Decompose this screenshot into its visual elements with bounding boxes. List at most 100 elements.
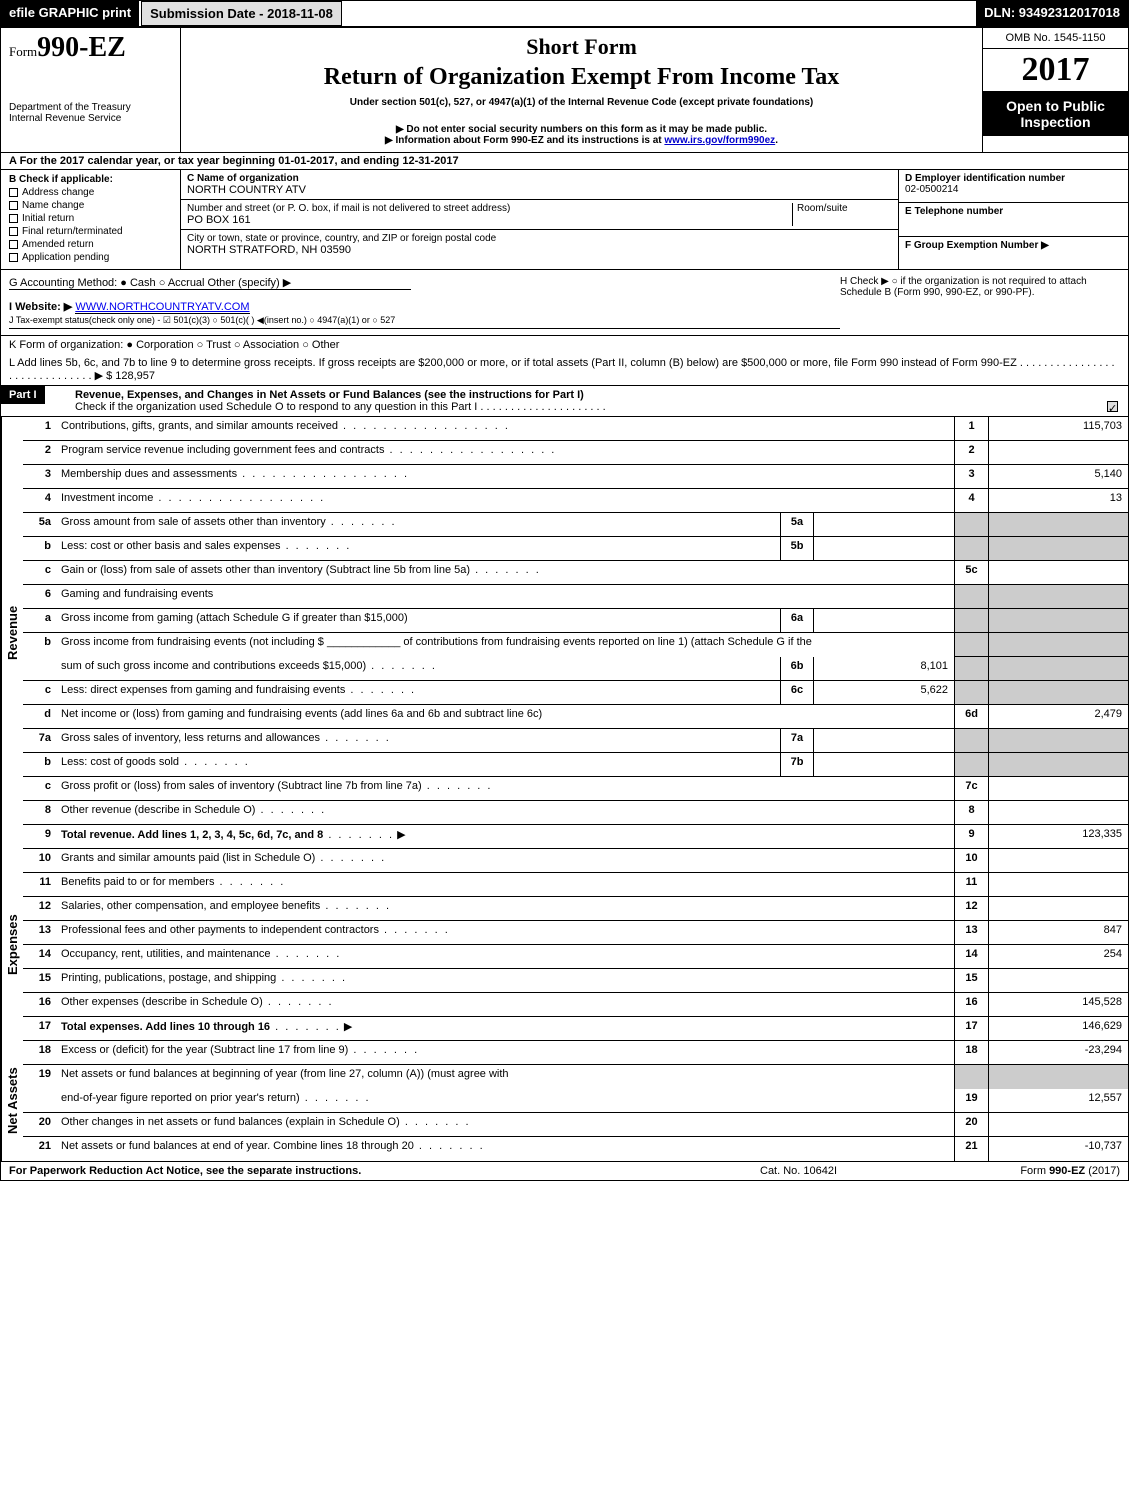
check-final-return[interactable]: Final return/terminated bbox=[9, 226, 172, 237]
line-a-tax-year: A For the 2017 calendar year, or tax yea… bbox=[1, 152, 1128, 170]
schedule-o-checkbox[interactable]: ✓ bbox=[1107, 401, 1118, 412]
form-header: Form990-EZ Department of the Treasury In… bbox=[1, 28, 1128, 152]
line-l-value: $ 128,957 bbox=[106, 370, 155, 382]
line-l-text: L Add lines 5b, 6c, and 7b to line 9 to … bbox=[9, 357, 1115, 382]
org-addr-value: PO BOX 161 bbox=[187, 214, 792, 226]
accounting-method: G Accounting Method: ● Cash ○ Accrual Ot… bbox=[9, 276, 411, 290]
line-7c: cGross profit or (loss) from sales of in… bbox=[23, 777, 1128, 801]
under-section: Under section 501(c), 527, or 4947(a)(1)… bbox=[189, 97, 974, 108]
open-to-public: Open to Public Inspection bbox=[983, 92, 1128, 136]
total-revenue-label: Total revenue. Add lines 1, 2, 3, 4, 5c,… bbox=[61, 829, 323, 841]
checkbox-icon bbox=[9, 201, 18, 210]
room-suite-label: Room/suite bbox=[792, 203, 892, 226]
form-version: Form 990-EZ (2017) bbox=[960, 1165, 1120, 1177]
line-k-org-form: K Form of organization: ● Corporation ○ … bbox=[1, 336, 1128, 354]
check-address-change[interactable]: Address change bbox=[9, 187, 172, 198]
line-6b-cont: sum of such gross income and contributio… bbox=[23, 657, 1128, 681]
line-6a: aGross income from gaming (attach Schedu… bbox=[23, 609, 1128, 633]
line-a-end: 12-31-2017 bbox=[402, 155, 458, 167]
total-expenses-label: Total expenses. Add lines 10 through 16 bbox=[61, 1021, 270, 1033]
line-4: 4Investment income413 bbox=[23, 489, 1128, 513]
instructions-link-row: ▶ Information about Form 990-EZ and its … bbox=[189, 135, 974, 146]
line-9: 9Total revenue. Add lines 1, 2, 3, 4, 5c… bbox=[23, 825, 1128, 849]
instructions-post: . bbox=[775, 135, 778, 146]
efile-print-label: efile GRAPHIC print bbox=[1, 1, 139, 26]
line-6c: cLess: direct expenses from gaming and f… bbox=[23, 681, 1128, 705]
line-12: 12Salaries, other compensation, and empl… bbox=[23, 897, 1128, 921]
line-5b: bLess: cost or other basis and sales exp… bbox=[23, 537, 1128, 561]
line-20: 20Other changes in net assets or fund ba… bbox=[23, 1113, 1128, 1137]
expenses-side-label: Expenses bbox=[1, 849, 23, 1041]
line-15: 15Printing, publications, postage, and s… bbox=[23, 969, 1128, 993]
check-application-pending[interactable]: Application pending bbox=[9, 252, 172, 263]
line-13: 13Professional fees and other payments t… bbox=[23, 921, 1128, 945]
ssn-warning: ▶ Do not enter social security numbers o… bbox=[189, 124, 974, 135]
revenue-section: Revenue 1Contributions, gifts, grants, a… bbox=[1, 417, 1128, 849]
check-header: B Check if applicable: bbox=[9, 174, 172, 185]
part-1-header: Part I Revenue, Expenses, and Changes in… bbox=[1, 386, 1128, 417]
line-8: 8Other revenue (describe in Schedule O)8 bbox=[23, 801, 1128, 825]
form-990ez-page: efile GRAPHIC print Submission Date - 20… bbox=[0, 0, 1129, 1181]
check-name-change[interactable]: Name change bbox=[9, 200, 172, 211]
line-11: 11Benefits paid to or for members11 bbox=[23, 873, 1128, 897]
check-initial-return[interactable]: Initial return bbox=[9, 213, 172, 224]
catalog-number: Cat. No. 10642I bbox=[760, 1165, 960, 1177]
tax-exempt-status: J Tax-exempt status(check only one) - ☑ … bbox=[9, 313, 840, 329]
line-10: 10Grants and similar amounts paid (list … bbox=[23, 849, 1128, 873]
website-link[interactable]: WWW.NORTHCOUNTRYATV.COM bbox=[75, 301, 249, 314]
ein-value: 02-0500214 bbox=[905, 184, 1122, 195]
line-g-h: G Accounting Method: ● Cash ○ Accrual Ot… bbox=[1, 270, 1128, 336]
ein-label: D Employer identification number bbox=[905, 173, 1122, 184]
line-l-gross-receipts: L Add lines 5b, 6c, and 7b to line 9 to … bbox=[1, 354, 1128, 386]
check-label: Name change bbox=[22, 200, 84, 211]
top-bar: efile GRAPHIC print Submission Date - 20… bbox=[1, 1, 1128, 28]
org-name-label: C Name of organization bbox=[187, 173, 892, 184]
part-1-sub: Check if the organization used Schedule … bbox=[75, 401, 606, 413]
line-6d: dNet income or (loss) from gaming and fu… bbox=[23, 705, 1128, 729]
checkbox-icon bbox=[9, 227, 18, 236]
form-number: Form990-EZ bbox=[9, 32, 172, 64]
line-h-schedule-b: H Check ▶ ○ if the organization is not r… bbox=[840, 276, 1120, 329]
check-label: Initial return bbox=[22, 213, 74, 224]
dept-treasury: Department of the Treasury bbox=[9, 102, 172, 113]
tax-year: 2017 bbox=[983, 49, 1128, 92]
line-5a: 5aGross amount from sale of assets other… bbox=[23, 513, 1128, 537]
net-assets-section: Net Assets 18Excess or (deficit) for the… bbox=[1, 1041, 1128, 1161]
line-6b: bGross income from fundraising events (n… bbox=[23, 633, 1128, 657]
dept-irs: Internal Revenue Service bbox=[9, 113, 172, 124]
line-14: 14Occupancy, rent, utilities, and mainte… bbox=[23, 945, 1128, 969]
line-2: 2Program service revenue including gover… bbox=[23, 441, 1128, 465]
line-6: 6Gaming and fundraising events bbox=[23, 585, 1128, 609]
line-3: 3Membership dues and assessments35,140 bbox=[23, 465, 1128, 489]
right-column: D Employer identification number 02-0500… bbox=[898, 170, 1128, 269]
line-7b: bLess: cost of goods sold7b bbox=[23, 753, 1128, 777]
line-17: 17Total expenses. Add lines 10 through 1… bbox=[23, 1017, 1128, 1041]
instructions-link[interactable]: www.irs.gov/form990ez bbox=[664, 135, 775, 146]
check-label: Address change bbox=[22, 187, 94, 198]
checkbox-icon bbox=[9, 240, 18, 249]
check-amended-return[interactable]: Amended return bbox=[9, 239, 172, 250]
org-city-label: City or town, state or province, country… bbox=[187, 233, 892, 244]
part-1-label: Part I bbox=[1, 386, 45, 404]
line-i-website: I Website: ▶ WWW.NORTHCOUNTRYATV.COM bbox=[9, 300, 840, 313]
line-19b: end-of-year figure reported on prior yea… bbox=[23, 1089, 1128, 1113]
check-label: Final return/terminated bbox=[22, 226, 123, 237]
submission-date-label: Submission Date - 2018-11-08 bbox=[141, 1, 342, 26]
line-19: 19Net assets or fund balances at beginni… bbox=[23, 1065, 1128, 1089]
form-number-value: 990-EZ bbox=[37, 32, 126, 63]
line-18: 18Excess or (deficit) for the year (Subt… bbox=[23, 1041, 1128, 1065]
check-label: Amended return bbox=[22, 239, 94, 250]
part-1-title: Revenue, Expenses, and Changes in Net As… bbox=[75, 389, 584, 401]
org-addr-label: Number and street (or P. O. box, if mail… bbox=[187, 203, 792, 214]
section-b-block: B Check if applicable: Address change Na… bbox=[1, 170, 1128, 270]
line-16: 16Other expenses (describe in Schedule O… bbox=[23, 993, 1128, 1017]
org-city-value: NORTH STRATFORD, NH 03590 bbox=[187, 244, 892, 256]
instructions-pre: ▶ Information about Form 990-EZ and its … bbox=[385, 135, 664, 146]
line-21: 21Net assets or fund balances at end of … bbox=[23, 1137, 1128, 1161]
checkbox-icon bbox=[9, 253, 18, 262]
line-5c: cGain or (loss) from sale of assets othe… bbox=[23, 561, 1128, 585]
website-label: I Website: ▶ bbox=[9, 301, 72, 313]
net-assets-side-label: Net Assets bbox=[1, 1041, 23, 1161]
check-column: B Check if applicable: Address change Na… bbox=[1, 170, 181, 269]
line-1: 1Contributions, gifts, grants, and simil… bbox=[23, 417, 1128, 441]
